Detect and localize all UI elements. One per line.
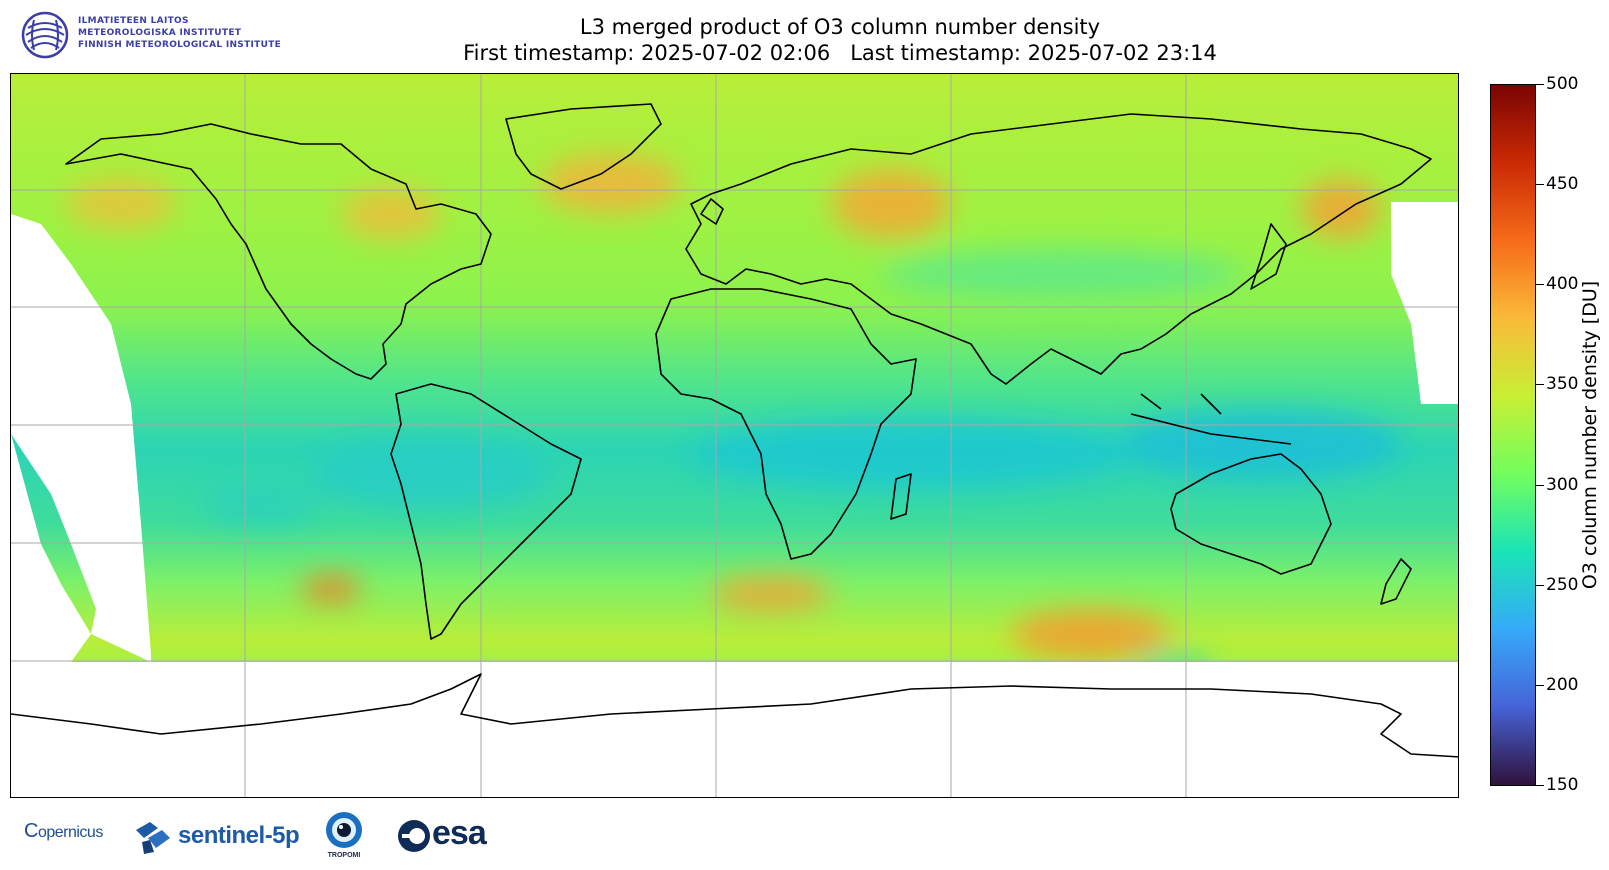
- coast-antarctica: [11, 673, 1458, 758]
- coastlines: [11, 103, 1458, 758]
- esa-text: esa: [432, 814, 487, 852]
- colorbar-tick-label: 200: [1546, 675, 1579, 695]
- colorbar-tick: [1536, 284, 1544, 285]
- colorbar-tick-label: 150: [1546, 775, 1579, 795]
- ozone-map: [10, 73, 1459, 798]
- tropomi-logo: TROPOMI: [322, 810, 366, 862]
- ozone-blobs: [66, 154, 1401, 674]
- colorbar-tick: [1536, 585, 1544, 586]
- map-subtitle: First timestamp: 2025-07-02 02:06 Last t…: [463, 41, 1217, 65]
- colorbar-tick: [1536, 785, 1544, 786]
- coast-japan: [1250, 223, 1287, 290]
- title-block: L3 merged product of O3 column number de…: [300, 14, 1380, 66]
- coast-madagascar: [890, 473, 912, 520]
- coast-europe-asia: [685, 113, 1432, 385]
- colorbar-tick: [1536, 384, 1544, 385]
- graticule: [11, 74, 1458, 797]
- esa-emblem-icon: [398, 820, 430, 852]
- colorbar-tick-label: 400: [1546, 274, 1579, 294]
- colorbar-label: O3 column number density [DU]: [1579, 280, 1601, 590]
- esa-logo: esa: [396, 814, 506, 858]
- copernicus-text: opernicus: [37, 824, 103, 841]
- fmi-name-sv: METEOROLOGISKA INSTITUTET: [78, 28, 242, 38]
- no-data-regions: [11, 202, 1458, 797]
- coast-australia: [1170, 453, 1332, 575]
- satellite-icon: [136, 822, 170, 854]
- tropomi-text: TROPOMI: [327, 852, 361, 859]
- coast-uk: [700, 198, 724, 225]
- colorbar-tick-label: 250: [1546, 575, 1579, 595]
- colorbar-tick: [1536, 84, 1544, 85]
- map-canvas: [11, 74, 1458, 797]
- colorbar-tick: [1536, 485, 1544, 486]
- colorbar-tick-label: 300: [1546, 475, 1579, 495]
- copernicus-logo: Copernicus: [24, 820, 103, 843]
- sentinel-5p-logo: sentinel-5p: [132, 816, 302, 856]
- fmi-logo: ILMATIETEEN LAITOS METEOROLOGISKA INSTIT…: [20, 10, 300, 62]
- fmi-emblem-icon: [21, 11, 69, 59]
- coast-indonesia: [1130, 393, 1292, 445]
- coast-south-america: [390, 383, 582, 640]
- sentinel-text: sentinel-5p: [178, 822, 300, 849]
- fmi-name-en: FINNISH METEOROLOGICAL INSTITUTE: [78, 40, 282, 50]
- fmi-name-fi: ILMATIETEEN LAITOS: [78, 16, 189, 26]
- colorbar-tick-label: 350: [1546, 374, 1579, 394]
- partner-logos: Copernicus sentinel-5p TROPOMI esa: [20, 808, 500, 864]
- colorbar: [1490, 84, 1536, 786]
- coast-north-america: [65, 123, 492, 380]
- copernicus-c-icon: C: [24, 820, 38, 842]
- colorbar-tick-label: 450: [1546, 174, 1579, 194]
- map-title: L3 merged product of O3 column number de…: [579, 15, 1101, 39]
- tropomi-eye-icon: [326, 812, 362, 848]
- coast-new-zealand: [1380, 558, 1412, 605]
- coast-africa: [655, 288, 917, 560]
- colorbar-tick: [1536, 685, 1544, 686]
- colorbar-tick-label: 500: [1546, 74, 1579, 94]
- colorbar-tick: [1536, 184, 1544, 185]
- coast-greenland: [505, 103, 662, 190]
